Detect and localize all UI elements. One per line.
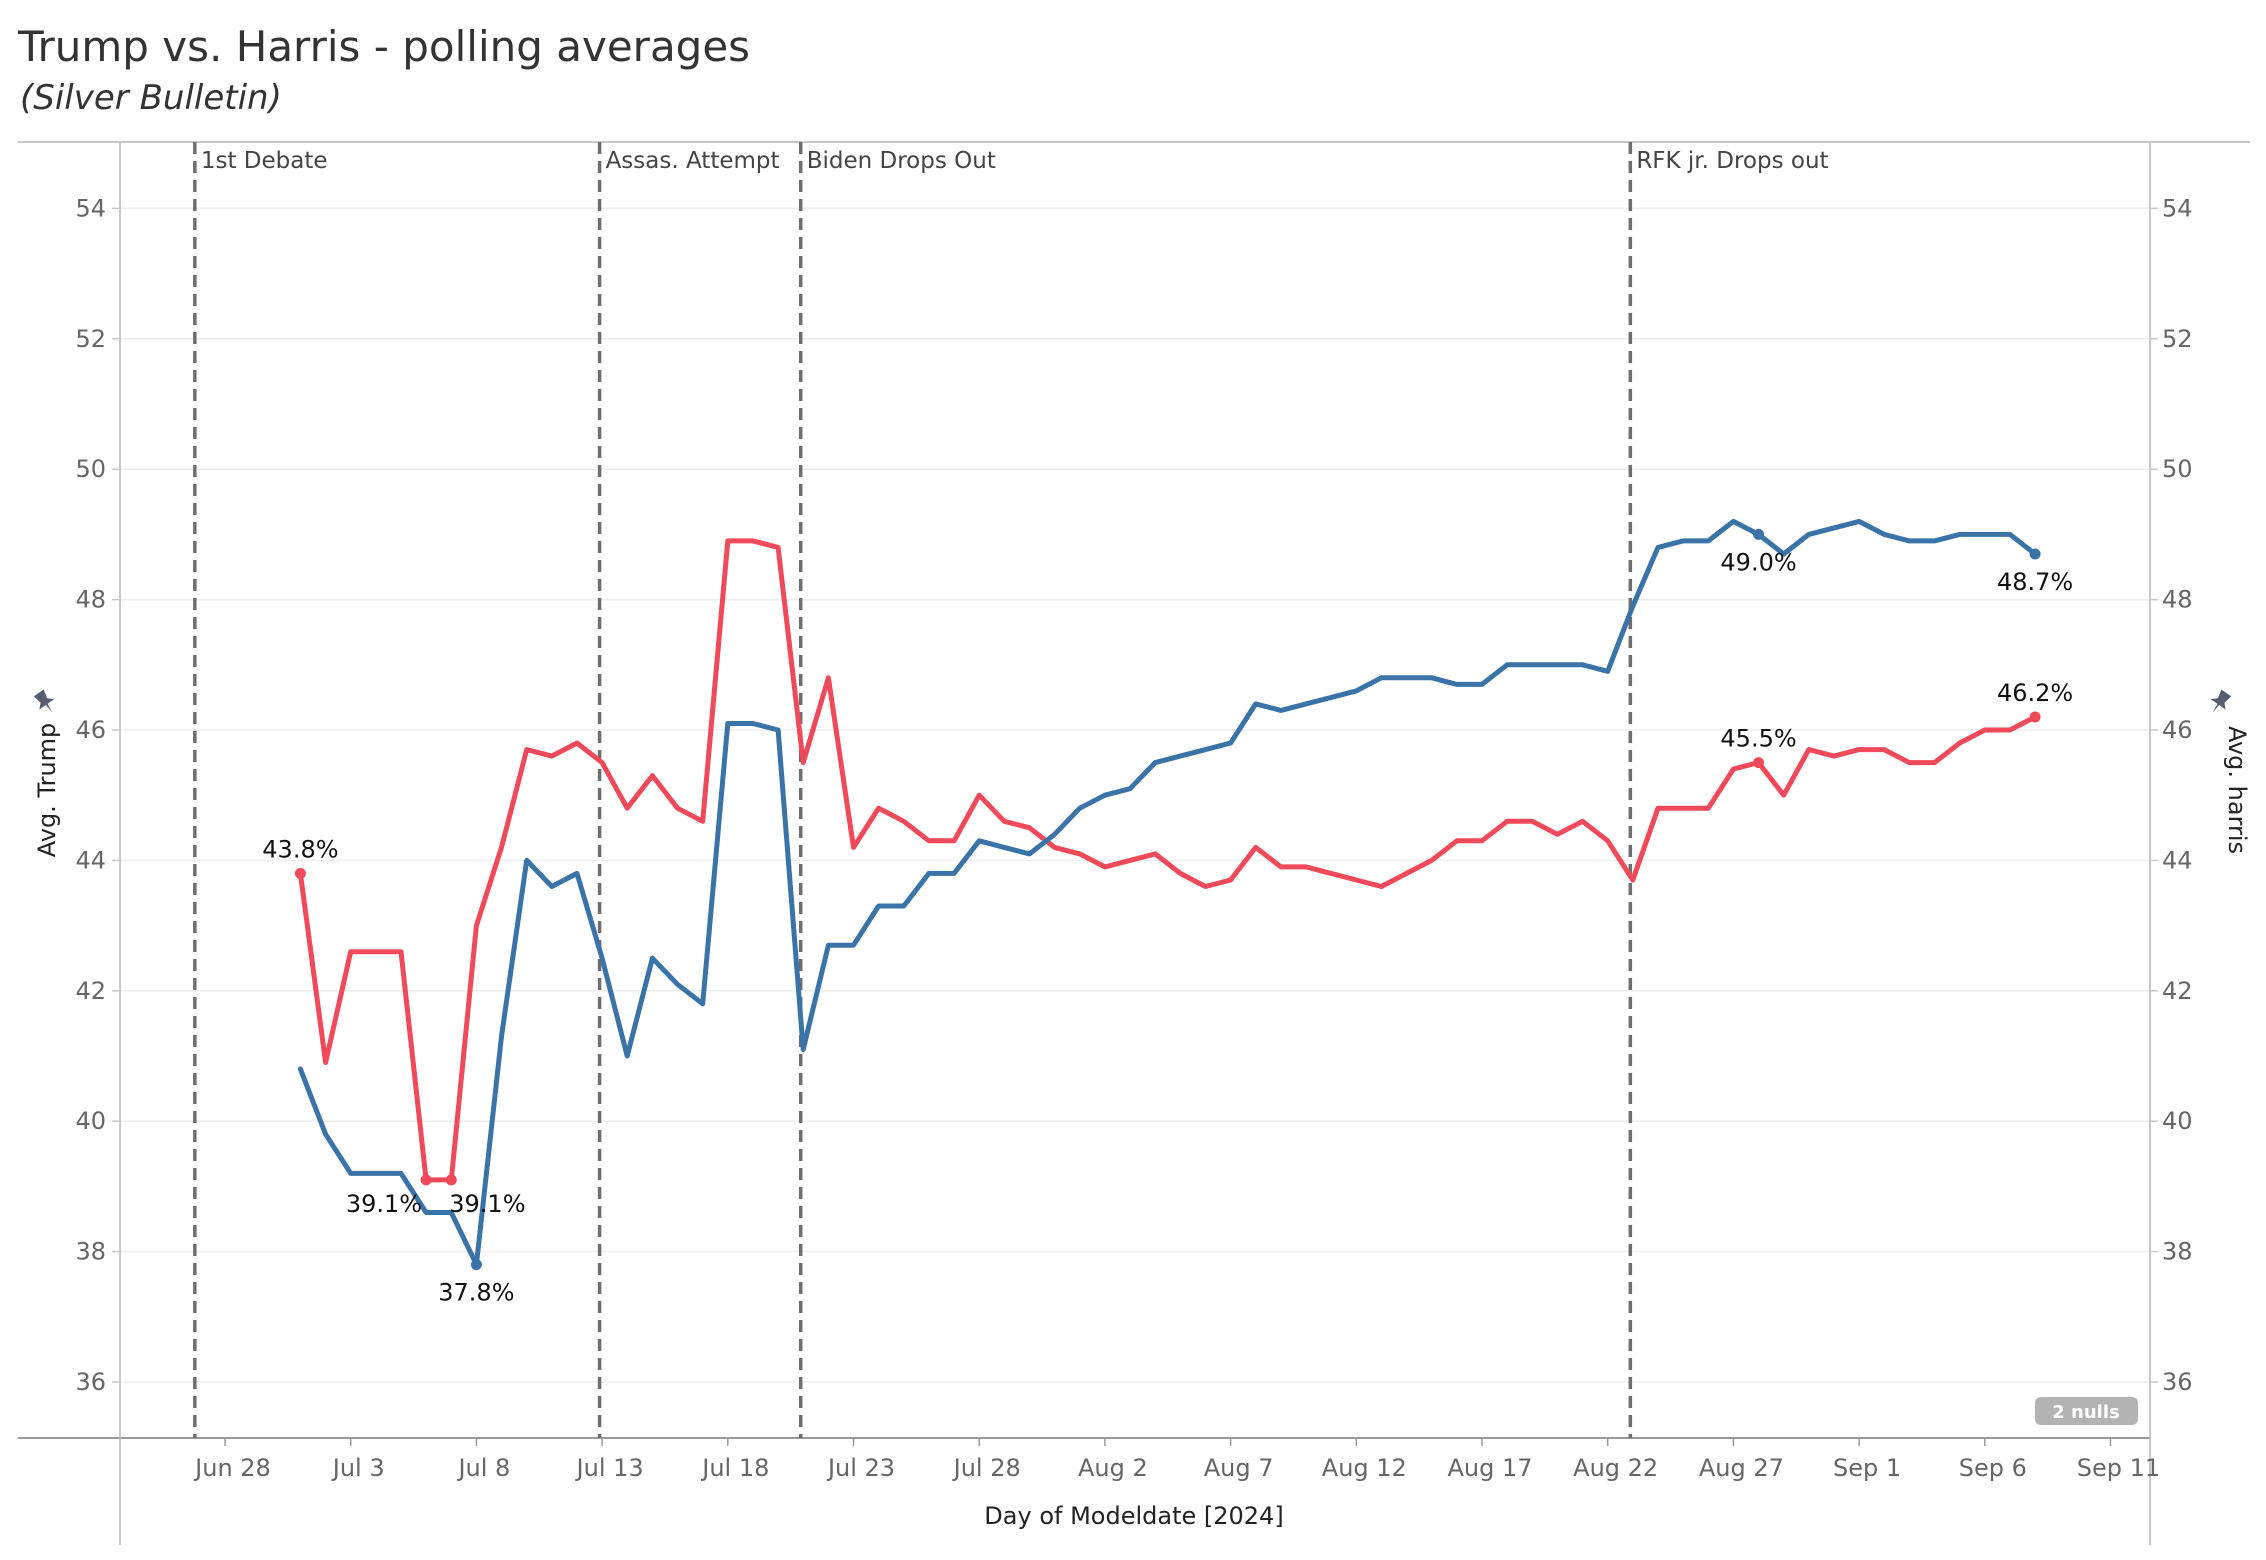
- data-point-trump: [2029, 548, 2041, 560]
- data-label: 39.1%: [449, 1190, 525, 1218]
- event-label: Biden Drops Out: [807, 148, 996, 174]
- data-point-harris: [445, 1174, 457, 1186]
- pin-icon[interactable]: [31, 688, 60, 718]
- y-axis-right-title: Avg. harris: [2223, 726, 2251, 854]
- data-labels: 43.8% 39.1% 39.1% 45.5% 46.2% 37.8% 49.0% 48.7%: [262, 528, 2073, 1307]
- y-tick-label-right: 50: [2162, 455, 2193, 483]
- event-label: Assas. Attempt: [606, 148, 780, 174]
- x-tick-label: Aug 7: [1204, 1454, 1274, 1482]
- y-tick-label-right: 48: [2162, 586, 2193, 614]
- data-label: 37.8%: [438, 1279, 514, 1307]
- y-tick-label-right: 40: [2162, 1107, 2193, 1135]
- data-point-harris: [1753, 757, 1765, 769]
- y-tick-label-left: 42: [75, 977, 106, 1005]
- x-axis: Jun 28 Jul 3 Jul 8 Jul 13 Jul 18 Jul 23 Jul 28…: [193, 1438, 2160, 1482]
- x-tick-label: Sep 6: [1959, 1454, 2027, 1482]
- y-axis-left-title: Avg. Trump: [33, 723, 61, 858]
- data-point-harris: [420, 1174, 432, 1186]
- y-tick-label-left: 48: [75, 586, 106, 614]
- data-label: 43.8%: [262, 835, 338, 863]
- data-point-trump: [1753, 528, 1765, 540]
- y-tick-label-right: 44: [2162, 846, 2193, 874]
- data-label: 49.0%: [1720, 548, 1796, 576]
- y-tick-label-right: 38: [2162, 1238, 2193, 1266]
- x-tick-label: Jun 28: [193, 1454, 271, 1482]
- y-tick-label-left: 50: [75, 455, 106, 483]
- x-tick-label: Aug 17: [1447, 1454, 1532, 1482]
- chart-frame: [18, 141, 2250, 1545]
- series-line-harris: [297, 538, 2038, 1183]
- chart-subtitle: (Silver Bulletin): [20, 78, 282, 118]
- x-tick-label: Sep 11: [2077, 1454, 2160, 1482]
- y-tick-label-left: 44: [75, 846, 106, 874]
- x-tick-label: Aug 22: [1573, 1454, 1658, 1482]
- y-tick-label-left: 36: [75, 1368, 106, 1396]
- data-label: 45.5%: [1720, 725, 1796, 753]
- x-axis-title: Day of Modeldate [2024]: [984, 1502, 1283, 1530]
- y-tick-label-left: 46: [75, 716, 106, 744]
- event-label: 1st Debate: [201, 148, 328, 174]
- nulls-badge-label: 2 nulls: [2052, 1402, 2119, 1423]
- x-tick-label: Aug 12: [1322, 1454, 1407, 1482]
- y-tick-label-right: 54: [2162, 194, 2193, 222]
- pin-icon[interactable]: [2205, 688, 2234, 718]
- x-tick-label: Jul 8: [456, 1454, 510, 1482]
- x-tick-label: Aug 2: [1078, 1454, 1148, 1482]
- data-label: 48.7%: [1997, 568, 2073, 596]
- data-label: 46.2%: [1997, 679, 2073, 707]
- event-label: RFK jr. Drops out: [1636, 148, 1828, 174]
- x-tick-label: Jul 3: [331, 1454, 385, 1482]
- y-tick-label-right: 46: [2162, 716, 2193, 744]
- data-point-harris: [294, 867, 306, 879]
- event-markers: 1st Debate Assas. Attempt Biden Drops Out R…: [193, 142, 1829, 1438]
- x-tick-label: Sep 1: [1833, 1454, 1901, 1482]
- x-tick-label: Jul 28: [952, 1454, 1021, 1482]
- chart-title: Trump vs. Harris - polling averages: [18, 22, 751, 71]
- data-label: 39.1%: [346, 1190, 422, 1218]
- y-tick-label-right: 52: [2162, 325, 2193, 353]
- data-point-harris: [2029, 711, 2041, 723]
- y-tick-label-left: 38: [75, 1238, 106, 1266]
- y-tick-label-right: 42: [2162, 977, 2193, 1005]
- y-tick-label-left: 40: [75, 1107, 106, 1135]
- series-lines: [297, 518, 2038, 1268]
- y-tick-label-right: 36: [2162, 1368, 2193, 1396]
- y-axis-right: 36 38 40 42 44 46 48 50 52 54: [2150, 194, 2193, 1396]
- x-tick-label: Jul 23: [826, 1454, 895, 1482]
- y-axis-left: 36 38 40 42 44 46 48 50 52 54: [75, 194, 120, 1396]
- y-tick-label-left: 52: [75, 325, 106, 353]
- x-tick-label: Aug 27: [1699, 1454, 1784, 1482]
- x-tick-label: Jul 13: [575, 1454, 644, 1482]
- y-tick-label-left: 54: [75, 194, 106, 222]
- data-point-trump: [470, 1259, 482, 1271]
- x-tick-label: Jul 18: [700, 1454, 769, 1482]
- series-line-trump: [297, 518, 2038, 1268]
- nulls-badge[interactable]: 2 nulls: [2035, 1397, 2138, 1425]
- gridlines: [120, 207, 2150, 1383]
